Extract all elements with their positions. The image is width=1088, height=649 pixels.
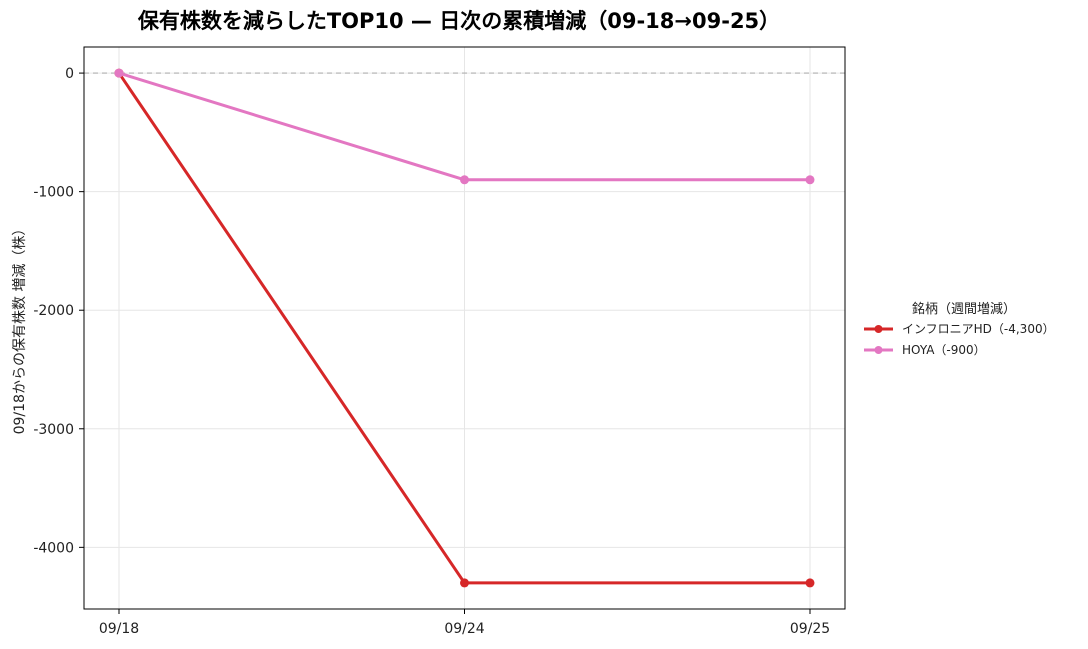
data-point bbox=[114, 68, 124, 78]
legend-items: インフロニアHD（-4,300） HOYA（-900） bbox=[864, 322, 1055, 357]
y-tick-label: -2000 bbox=[33, 303, 74, 319]
series-2 bbox=[114, 68, 815, 185]
legend-item: HOYA（-900） bbox=[864, 343, 986, 357]
data-point bbox=[460, 175, 469, 185]
chart-title: 保有株数を減らしたTOP10 — 日次の累積増減（09-18→09-25） bbox=[137, 9, 780, 33]
legend-label: インフロニアHD（-4,300） bbox=[902, 322, 1055, 336]
legend-label: HOYA（-900） bbox=[902, 343, 986, 357]
legend-swatch-marker bbox=[874, 325, 883, 333]
data-point bbox=[460, 578, 469, 588]
y-tick-label: -4000 bbox=[33, 540, 74, 556]
x-axis: 09/18 09/24 09/25 bbox=[99, 609, 830, 637]
legend: 銘柄（週間増減） インフロニアHD（-4,300） HOYA（-900） bbox=[864, 301, 1055, 357]
y-tick-label: -3000 bbox=[33, 422, 74, 438]
y-axis: 0 -1000 -2000 -3000 -4000 bbox=[33, 66, 84, 556]
y-tick-label: -1000 bbox=[33, 185, 74, 201]
legend-swatch-marker bbox=[874, 346, 883, 354]
x-tick-label: 09/18 bbox=[99, 621, 139, 637]
data-point bbox=[805, 175, 815, 185]
grid-lines bbox=[84, 47, 845, 609]
y-tick-label: 0 bbox=[65, 66, 74, 82]
series-layer bbox=[114, 68, 815, 588]
legend-item: インフロニアHD（-4,300） bbox=[864, 322, 1055, 336]
data-point bbox=[805, 578, 815, 588]
legend-title: 銘柄（週間増減） bbox=[912, 301, 1016, 317]
x-tick-label: 09/24 bbox=[444, 621, 484, 637]
y-axis-label: 09/18からの保有株数 増減（株） bbox=[11, 222, 28, 435]
x-tick-label: 09/25 bbox=[790, 621, 830, 637]
